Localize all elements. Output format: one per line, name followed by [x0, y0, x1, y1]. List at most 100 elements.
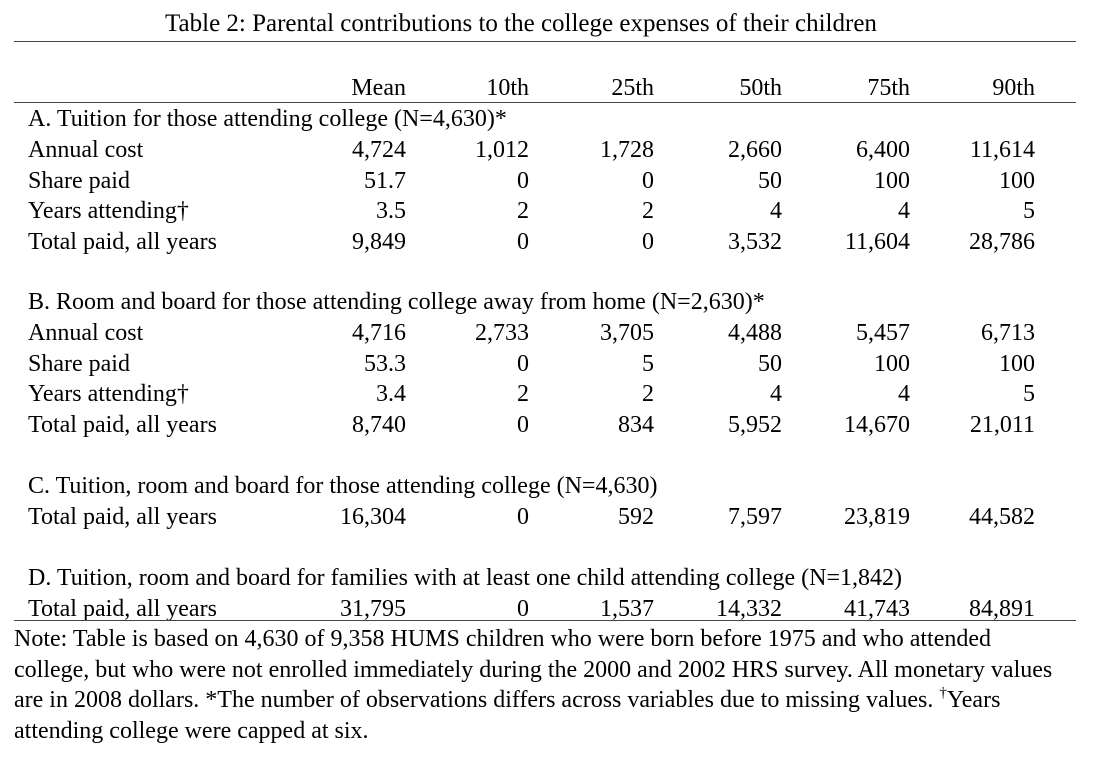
table-cell: 1,012 — [475, 137, 529, 163]
dagger-mark: † — [939, 685, 947, 701]
table-row: Total paid, all years 31,795 0 1,537 14,332 4… — [14, 594, 1076, 624]
row-label: Total paid, all years — [28, 504, 217, 530]
table-row: Years attending† 3.4 2 2 4 4 5 — [14, 379, 1076, 409]
table-cell: 0 — [517, 228, 529, 255]
table-cell: 2,660 — [728, 137, 782, 163]
top-rule — [14, 41, 1076, 42]
table-cell: 3,532 — [728, 228, 782, 255]
table-cell: 0 — [517, 350, 529, 377]
table-note: Note: Table is based on 4,630 of 9,358 H… — [14, 624, 1064, 746]
table-cell: 2 — [642, 198, 654, 224]
table-cell: 592 — [618, 504, 654, 530]
table-cell: 50 — [758, 167, 782, 194]
table-cell: 9,849 — [352, 228, 406, 255]
table-cell: 5 — [642, 350, 654, 377]
table-cell: 834 — [618, 411, 654, 438]
table-cell: 53.3 — [364, 350, 406, 377]
table-cell: 21,011 — [969, 411, 1035, 438]
table-cell: 3.4 — [376, 381, 406, 407]
table-cell: 4 — [898, 198, 910, 224]
table-row: Total paid, all years 8,740 0 834 5,952 14,67… — [14, 410, 1076, 440]
section-heading-text: D. Tuition, room and board for families … — [28, 565, 903, 591]
table-cell: 50 — [758, 350, 782, 377]
row-label: Share paid — [28, 167, 130, 194]
table-cell: 14,332 — [716, 596, 782, 622]
row-label: Years attending† — [28, 381, 189, 407]
table-cell: 5,952 — [728, 411, 782, 438]
table-row: Total paid, all years 9,849 0 0 3,532 11,604 2… — [14, 227, 1076, 257]
row-label: Total paid, all years — [28, 596, 217, 622]
row-label: Share paid — [28, 350, 130, 377]
table-cell: 51.7 — [364, 167, 406, 194]
table-cell: 2 — [642, 381, 654, 407]
table-cell: 28,786 — [969, 228, 1035, 255]
table-cell: 0 — [517, 504, 529, 530]
table-row: Share paid 51.7 0 0 50 100 100 — [14, 166, 1076, 196]
row-label: Total paid, all years — [28, 228, 217, 255]
column-header: 50th — [739, 75, 782, 101]
table-cell: 7,597 — [728, 504, 782, 530]
section-heading-text: B. Room and board for those attending co… — [28, 289, 765, 315]
row-label: Annual cost — [28, 137, 144, 163]
section-heading: B. Room and board for those attending co… — [14, 287, 1076, 317]
table-cell: 11,604 — [844, 228, 910, 255]
table-cell: 4,716 — [352, 320, 406, 346]
table-row: Annual cost 4,716 2,733 3,705 4,488 5,457 6,71… — [14, 318, 1076, 348]
row-label: Total paid, all years — [28, 411, 217, 438]
table-cell: 0 — [517, 167, 529, 194]
table-cell: 3,705 — [600, 320, 654, 346]
row-label: Years attending† — [28, 198, 189, 224]
table-cell: 16,304 — [340, 504, 406, 530]
table-cell: 4 — [770, 198, 782, 224]
table-cell: 1,728 — [600, 137, 654, 163]
table-row: Total paid, all years 16,304 0 592 7,597 23,8… — [14, 502, 1076, 532]
table-cell: 41,743 — [844, 596, 910, 622]
table-title: Table 2: Parental contributions to the c… — [165, 10, 877, 37]
column-header: 75th — [867, 75, 910, 101]
row-label: Annual cost — [28, 320, 144, 346]
table-cell: 84,891 — [969, 596, 1035, 622]
table-cell: 14,670 — [844, 411, 910, 438]
column-header: 10th — [486, 75, 529, 101]
table-cell: 0 — [642, 228, 654, 255]
table-cell: 0 — [642, 167, 654, 194]
table-cell: 6,713 — [981, 320, 1035, 346]
column-header: 25th — [611, 75, 654, 101]
table-row: Annual cost 4,724 1,012 1,728 2,660 6,400 11,6… — [14, 135, 1076, 165]
table-cell: 2,733 — [475, 320, 529, 346]
table-cell: 0 — [517, 411, 529, 438]
table-cell: 23,819 — [844, 504, 910, 530]
table-cell: 100 — [874, 167, 910, 194]
table-row: Share paid 53.3 0 5 50 100 100 — [14, 349, 1076, 379]
table-cell: 100 — [874, 350, 910, 377]
note-text: Note: Table is based on 4,630 of 9,358 H… — [14, 626, 1053, 713]
table-cell: 4,724 — [352, 137, 406, 163]
column-header-row: Mean 10th 25th 50th 75th 90th — [14, 73, 1076, 103]
table-cell: 100 — [999, 350, 1035, 377]
table-row: Years attending† 3.5 2 2 4 4 5 — [14, 196, 1076, 226]
section-heading: C. Tuition, room and board for those att… — [14, 471, 1076, 501]
header-rule — [14, 102, 1076, 103]
table-cell: 1,537 — [600, 596, 654, 622]
note-footnote: Years attending college were capped at s… — [14, 687, 1001, 744]
table-cell: 6,400 — [856, 137, 910, 163]
table-cell: 4 — [898, 381, 910, 407]
section-heading-text: C. Tuition, room and board for those att… — [28, 473, 658, 499]
table-cell: 5 — [1023, 381, 1035, 407]
table-cell: 0 — [517, 596, 529, 622]
table-cell: 2 — [517, 198, 529, 224]
table-cell: 100 — [999, 167, 1035, 194]
table-cell: 2 — [517, 381, 529, 407]
section-heading-text: A. Tuition for those attending college (… — [28, 106, 507, 132]
table-cell: 8,740 — [352, 411, 406, 438]
table-cell: 5 — [1023, 198, 1035, 224]
table-cell: 3.5 — [376, 198, 406, 224]
table-cell: 4 — [770, 381, 782, 407]
bottom-rule — [14, 620, 1076, 621]
column-header: 90th — [992, 75, 1035, 101]
column-header: Mean — [351, 75, 406, 101]
section-heading: D. Tuition, room and board for families … — [14, 563, 1076, 593]
section-heading: A. Tuition for those attending college (… — [14, 104, 1076, 134]
table-cell: 5,457 — [856, 320, 910, 346]
table-cell: 44,582 — [969, 504, 1035, 530]
